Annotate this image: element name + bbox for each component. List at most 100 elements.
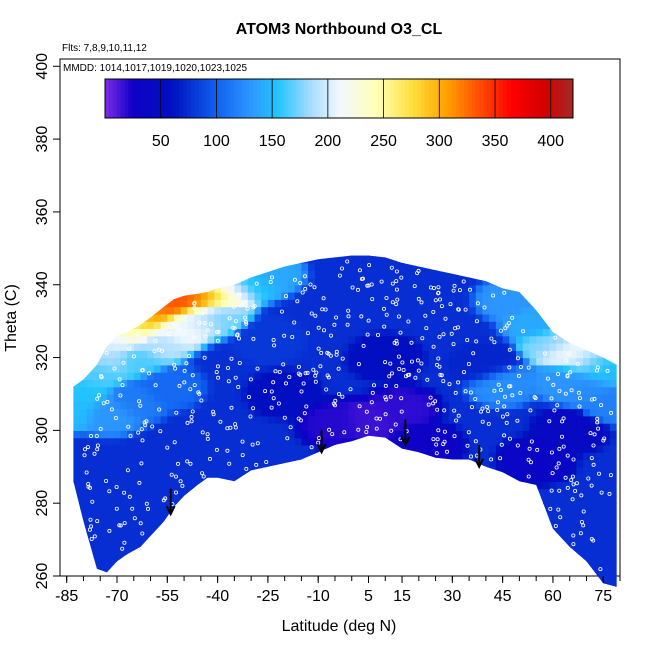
heatmap-cell bbox=[247, 539, 256, 548]
heatmap-cell bbox=[361, 401, 370, 410]
heatmap-cell bbox=[247, 568, 256, 577]
heatmap-cell bbox=[234, 481, 242, 490]
heatmap-cell bbox=[475, 284, 484, 293]
heatmap-cell bbox=[328, 408, 336, 417]
heatmap-cell bbox=[428, 430, 437, 439]
colorbar-swatch bbox=[561, 79, 566, 118]
heatmap-cell bbox=[93, 583, 101, 587]
heatmap-cell bbox=[529, 561, 537, 570]
heatmap-cell bbox=[308, 350, 316, 359]
heatmap-cell bbox=[180, 277, 188, 286]
heatmap-cell bbox=[395, 335, 403, 344]
sample-marker bbox=[468, 390, 473, 395]
sample-marker bbox=[535, 447, 540, 452]
heatmap-cell bbox=[174, 466, 182, 475]
sample-marker bbox=[214, 370, 219, 375]
heatmap-cell bbox=[375, 364, 383, 373]
heatmap-cell bbox=[261, 488, 269, 497]
heatmap-cell bbox=[174, 350, 182, 359]
sample-marker bbox=[340, 394, 345, 399]
heatmap-cell bbox=[449, 277, 457, 286]
sample-marker bbox=[405, 372, 410, 377]
heatmap-cell bbox=[442, 306, 450, 315]
sample-marker bbox=[243, 319, 248, 324]
heatmap-cell bbox=[361, 474, 370, 482]
heatmap-cell bbox=[556, 576, 564, 584]
heatmap-cell bbox=[422, 525, 430, 533]
heatmap-cell bbox=[375, 488, 383, 497]
heatmap-cell bbox=[301, 495, 309, 504]
heatmap-cell bbox=[180, 583, 188, 587]
heatmap-cell bbox=[348, 474, 356, 482]
heatmap-cell bbox=[274, 525, 282, 533]
heatmap-cell bbox=[140, 292, 148, 300]
heatmap-cell bbox=[609, 357, 617, 366]
heatmap-cell bbox=[495, 372, 504, 380]
heatmap-cell bbox=[522, 255, 531, 257]
heatmap-cell bbox=[93, 270, 101, 279]
heatmap-cell bbox=[120, 452, 128, 461]
heatmap-cell bbox=[549, 335, 557, 344]
heatmap-cell bbox=[180, 423, 188, 431]
heatmap-cell bbox=[596, 321, 604, 329]
heatmap-cell bbox=[449, 364, 457, 373]
heatmap-cell bbox=[341, 576, 349, 584]
heatmap-cell bbox=[368, 510, 376, 519]
heatmap-cell bbox=[261, 394, 269, 402]
heatmap-cell bbox=[462, 408, 470, 417]
heatmap-cell bbox=[207, 474, 215, 482]
heatmap-cell bbox=[86, 583, 95, 587]
heatmap-cell bbox=[93, 546, 101, 555]
sample-marker bbox=[394, 383, 399, 388]
heatmap-cell bbox=[489, 532, 497, 541]
heatmap-cell bbox=[482, 386, 490, 395]
heatmap-cell bbox=[475, 277, 484, 286]
heatmap-cell bbox=[113, 357, 121, 366]
y-tick-label: 400 bbox=[34, 53, 51, 80]
sample-marker bbox=[507, 347, 512, 352]
colorbar-swatch bbox=[276, 79, 281, 118]
heatmap-cell bbox=[483, 241, 490, 249]
heatmap-cell bbox=[254, 532, 262, 541]
heatmap-cell bbox=[556, 357, 564, 366]
heatmap-cell bbox=[221, 357, 229, 366]
sample-marker bbox=[227, 316, 232, 321]
heatmap-cell bbox=[603, 372, 611, 380]
heatmap-cell bbox=[516, 335, 524, 344]
heatmap-cell bbox=[247, 437, 256, 446]
heatmap-cell bbox=[227, 444, 235, 453]
heatmap-cell bbox=[355, 328, 363, 337]
heatmap-cell bbox=[133, 583, 142, 587]
heatmap-cell bbox=[469, 372, 477, 380]
heatmap-cell bbox=[435, 452, 443, 461]
heatmap-cell bbox=[194, 481, 202, 490]
heatmap-cell bbox=[160, 554, 168, 563]
heatmap-cell bbox=[348, 313, 356, 322]
heatmap-cell bbox=[335, 561, 343, 570]
heatmap-cell bbox=[368, 372, 376, 380]
heatmap-cell bbox=[140, 546, 148, 555]
heatmap-cell bbox=[93, 335, 101, 344]
colorbar-swatch bbox=[444, 79, 449, 118]
heatmap-cell bbox=[80, 262, 88, 271]
heatmap-cell bbox=[348, 328, 356, 337]
heatmap-cell bbox=[549, 430, 557, 439]
heatmap-cell bbox=[113, 350, 121, 359]
heatmap-cell bbox=[73, 394, 81, 402]
heatmap-cell bbox=[120, 423, 128, 431]
heatmap-cell bbox=[395, 495, 403, 504]
heatmap-cell bbox=[536, 517, 544, 526]
heatmap-cell bbox=[194, 394, 202, 402]
heatmap-cell bbox=[368, 255, 376, 264]
heatmap-cell bbox=[348, 277, 356, 286]
sample-marker bbox=[590, 397, 595, 402]
sample-marker bbox=[302, 274, 307, 279]
heatmap-cell bbox=[341, 299, 349, 308]
heatmap-cell bbox=[133, 262, 142, 271]
heatmap-cell bbox=[563, 503, 571, 512]
heatmap-cell bbox=[100, 299, 108, 308]
heatmap-cell bbox=[442, 452, 450, 461]
heatmap-cell bbox=[489, 474, 497, 482]
heatmap-cell bbox=[174, 415, 182, 424]
